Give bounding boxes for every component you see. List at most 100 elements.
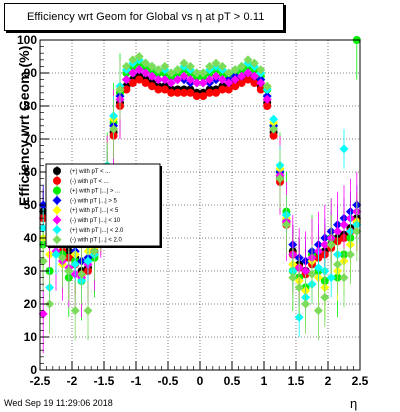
data-point bbox=[320, 292, 330, 302]
data-point bbox=[301, 266, 311, 276]
data-point bbox=[333, 259, 343, 269]
data-point bbox=[83, 306, 93, 316]
data-point bbox=[243, 68, 253, 78]
data-point bbox=[185, 75, 195, 85]
data-point bbox=[326, 273, 336, 283]
data-point bbox=[230, 65, 240, 75]
legend-entry-label: (+) with pT < ... bbox=[70, 169, 111, 175]
data-point bbox=[121, 61, 131, 71]
legend-box bbox=[45, 163, 161, 247]
legend: (+) with pT < ... (-) with pT < ... (+) wi… bbox=[45, 163, 162, 248]
data-point bbox=[135, 75, 144, 84]
data-point bbox=[45, 299, 55, 309]
data-point bbox=[320, 240, 330, 250]
data-point bbox=[83, 256, 93, 266]
data-point bbox=[256, 78, 266, 88]
data-point bbox=[154, 85, 163, 94]
data-point bbox=[70, 259, 80, 269]
data-point bbox=[345, 250, 355, 259]
data-point bbox=[141, 58, 151, 68]
data-point bbox=[288, 273, 298, 283]
data-point bbox=[262, 94, 272, 104]
data-point bbox=[231, 82, 240, 91]
y-tick-label: 30 bbox=[24, 264, 38, 278]
data-point bbox=[160, 85, 169, 94]
data-point bbox=[192, 92, 201, 101]
data-point bbox=[134, 52, 144, 61]
data-point bbox=[128, 78, 137, 87]
data-point bbox=[211, 71, 221, 81]
data-point bbox=[313, 306, 323, 316]
data-point bbox=[166, 78, 176, 88]
y-tick-label: 90 bbox=[24, 66, 38, 80]
data-point bbox=[352, 226, 362, 236]
x-tick-label: 0 bbox=[197, 374, 204, 388]
y-axis-label: Efficiency wrt Geom (%) bbox=[16, 45, 32, 206]
data-point bbox=[301, 299, 311, 309]
x-tick-label: -2.5 bbox=[30, 374, 51, 388]
data-point bbox=[230, 75, 240, 85]
data-point bbox=[160, 61, 170, 71]
data-point bbox=[224, 85, 233, 94]
data-point bbox=[307, 269, 317, 279]
data-point bbox=[256, 65, 266, 75]
data-point bbox=[256, 85, 265, 94]
data-point bbox=[198, 68, 208, 78]
data-point bbox=[179, 58, 189, 68]
x-tick-label: 0.5 bbox=[224, 374, 241, 388]
data-point bbox=[243, 55, 253, 65]
data-point bbox=[339, 273, 349, 283]
x-tick-label: 2.5 bbox=[352, 374, 369, 388]
data-point bbox=[237, 78, 246, 87]
data-point bbox=[262, 81, 272, 91]
data-point bbox=[160, 75, 170, 85]
data-point bbox=[199, 92, 208, 101]
data-point bbox=[122, 85, 131, 94]
title-box: Efficiency wrt Geom for Global vs η at p… bbox=[4, 3, 284, 31]
data-point bbox=[205, 75, 215, 85]
data-point bbox=[250, 78, 259, 87]
y-tick-label: 20 bbox=[24, 297, 38, 311]
data-point bbox=[339, 220, 349, 230]
y-tick-label: 40 bbox=[24, 231, 38, 245]
data-point bbox=[77, 269, 87, 279]
data-point bbox=[38, 256, 48, 266]
data-point bbox=[211, 58, 221, 68]
data-point bbox=[192, 78, 202, 88]
data-point bbox=[186, 88, 195, 97]
data-point bbox=[192, 68, 202, 78]
data-point bbox=[333, 226, 343, 236]
chart-title: Efficiency wrt Geom for Global vs η at p… bbox=[27, 11, 265, 23]
legend-entry-label: (-) with pT < ... bbox=[70, 179, 109, 185]
y-tick-label: 80 bbox=[24, 99, 38, 113]
data-point bbox=[109, 124, 119, 134]
data-point bbox=[51, 250, 61, 259]
data-point bbox=[64, 266, 74, 276]
y-tick-label: 60 bbox=[24, 165, 38, 179]
legend-entry-label: (-) with pT |...| < 10 bbox=[70, 218, 121, 224]
data-point bbox=[269, 124, 279, 134]
data-point bbox=[128, 55, 138, 65]
data-point bbox=[281, 220, 291, 230]
data-point bbox=[217, 75, 227, 85]
data-point bbox=[148, 82, 156, 91]
legend-entry-label: (+) with pT |...| > ... bbox=[70, 189, 120, 195]
data-point bbox=[313, 263, 323, 273]
x-tick-label: 1 bbox=[261, 374, 268, 388]
x-tick-label: 2 bbox=[325, 374, 332, 388]
x-tick-label: -2 bbox=[67, 374, 78, 388]
data-point bbox=[224, 68, 234, 78]
data-point bbox=[205, 61, 215, 71]
data-point bbox=[218, 85, 227, 94]
legend-entry-label: (-) with pT |...| > 5 bbox=[70, 198, 118, 204]
data-point bbox=[128, 68, 138, 78]
data-point bbox=[173, 88, 182, 97]
data-point bbox=[269, 114, 279, 124]
x-axis-label: η bbox=[350, 396, 358, 411]
data-point bbox=[141, 68, 151, 78]
y-tick-label: 0 bbox=[30, 363, 37, 377]
data-point bbox=[134, 65, 144, 75]
data-point bbox=[198, 78, 208, 88]
legend-entry-label: (+) with pT |...| < 5 bbox=[70, 208, 119, 214]
